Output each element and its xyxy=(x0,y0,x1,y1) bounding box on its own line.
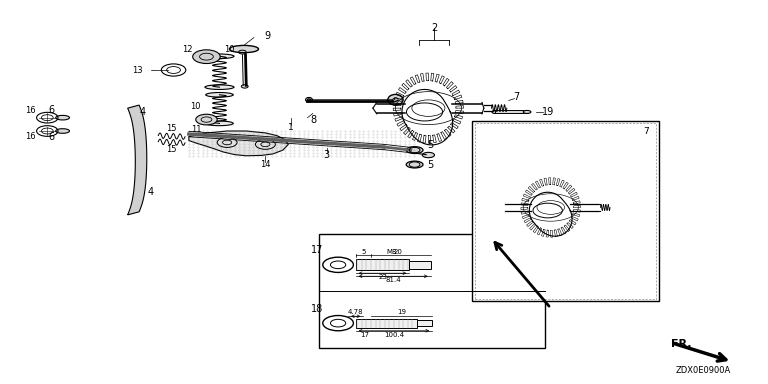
Ellipse shape xyxy=(406,161,423,168)
Text: 12: 12 xyxy=(182,45,193,53)
Text: 5: 5 xyxy=(427,141,433,151)
Text: 4: 4 xyxy=(147,187,154,197)
Bar xyxy=(409,261,431,269)
Text: M8: M8 xyxy=(386,249,397,255)
Text: 11: 11 xyxy=(191,124,202,134)
Text: 8: 8 xyxy=(310,114,316,124)
Text: 10: 10 xyxy=(190,102,200,111)
Text: ZDX0E0900A: ZDX0E0900A xyxy=(676,366,730,375)
Text: 1: 1 xyxy=(288,123,293,132)
Text: 18: 18 xyxy=(311,304,323,314)
Ellipse shape xyxy=(306,98,313,102)
Text: 15: 15 xyxy=(166,124,177,133)
Circle shape xyxy=(193,50,220,63)
Bar xyxy=(319,234,545,348)
Ellipse shape xyxy=(492,111,498,113)
Polygon shape xyxy=(127,105,147,215)
Ellipse shape xyxy=(230,45,259,53)
Text: 2: 2 xyxy=(431,23,437,33)
Text: 14: 14 xyxy=(260,160,270,169)
Text: 17: 17 xyxy=(360,331,369,338)
Text: 100.4: 100.4 xyxy=(384,331,404,338)
Text: 10: 10 xyxy=(224,45,235,53)
Ellipse shape xyxy=(388,94,403,105)
Text: 20: 20 xyxy=(393,249,402,255)
Text: 5: 5 xyxy=(427,160,433,170)
Ellipse shape xyxy=(523,111,531,113)
Text: 7: 7 xyxy=(513,92,519,102)
Text: 15: 15 xyxy=(166,145,177,154)
Ellipse shape xyxy=(206,121,233,126)
Ellipse shape xyxy=(406,147,423,154)
Text: 5: 5 xyxy=(361,249,366,255)
Bar xyxy=(475,123,657,299)
Bar xyxy=(472,121,660,301)
Text: 3: 3 xyxy=(323,150,329,160)
Text: 19: 19 xyxy=(397,310,406,316)
Text: 9: 9 xyxy=(265,31,271,41)
Ellipse shape xyxy=(205,54,234,59)
Text: 16: 16 xyxy=(25,106,36,114)
Bar xyxy=(495,111,525,113)
Text: 19: 19 xyxy=(542,107,554,117)
Text: 6: 6 xyxy=(48,132,55,142)
Text: 7: 7 xyxy=(643,126,649,136)
Text: 81.4: 81.4 xyxy=(386,277,401,283)
Text: 16: 16 xyxy=(25,132,36,141)
Ellipse shape xyxy=(205,85,234,89)
Circle shape xyxy=(196,114,217,125)
Bar xyxy=(356,319,417,328)
Text: 17: 17 xyxy=(311,245,323,255)
Ellipse shape xyxy=(241,85,248,88)
Ellipse shape xyxy=(56,115,69,120)
Ellipse shape xyxy=(206,93,233,97)
Text: 23: 23 xyxy=(378,274,387,280)
Text: 4.78: 4.78 xyxy=(348,310,363,316)
Text: 4: 4 xyxy=(140,107,146,117)
Text: 13: 13 xyxy=(132,66,143,74)
Text: FR.: FR. xyxy=(671,339,691,349)
Text: 6: 6 xyxy=(48,105,55,115)
Polygon shape xyxy=(189,131,288,156)
Ellipse shape xyxy=(56,129,69,133)
Ellipse shape xyxy=(422,152,435,158)
Bar xyxy=(356,260,409,270)
Bar xyxy=(417,320,432,326)
